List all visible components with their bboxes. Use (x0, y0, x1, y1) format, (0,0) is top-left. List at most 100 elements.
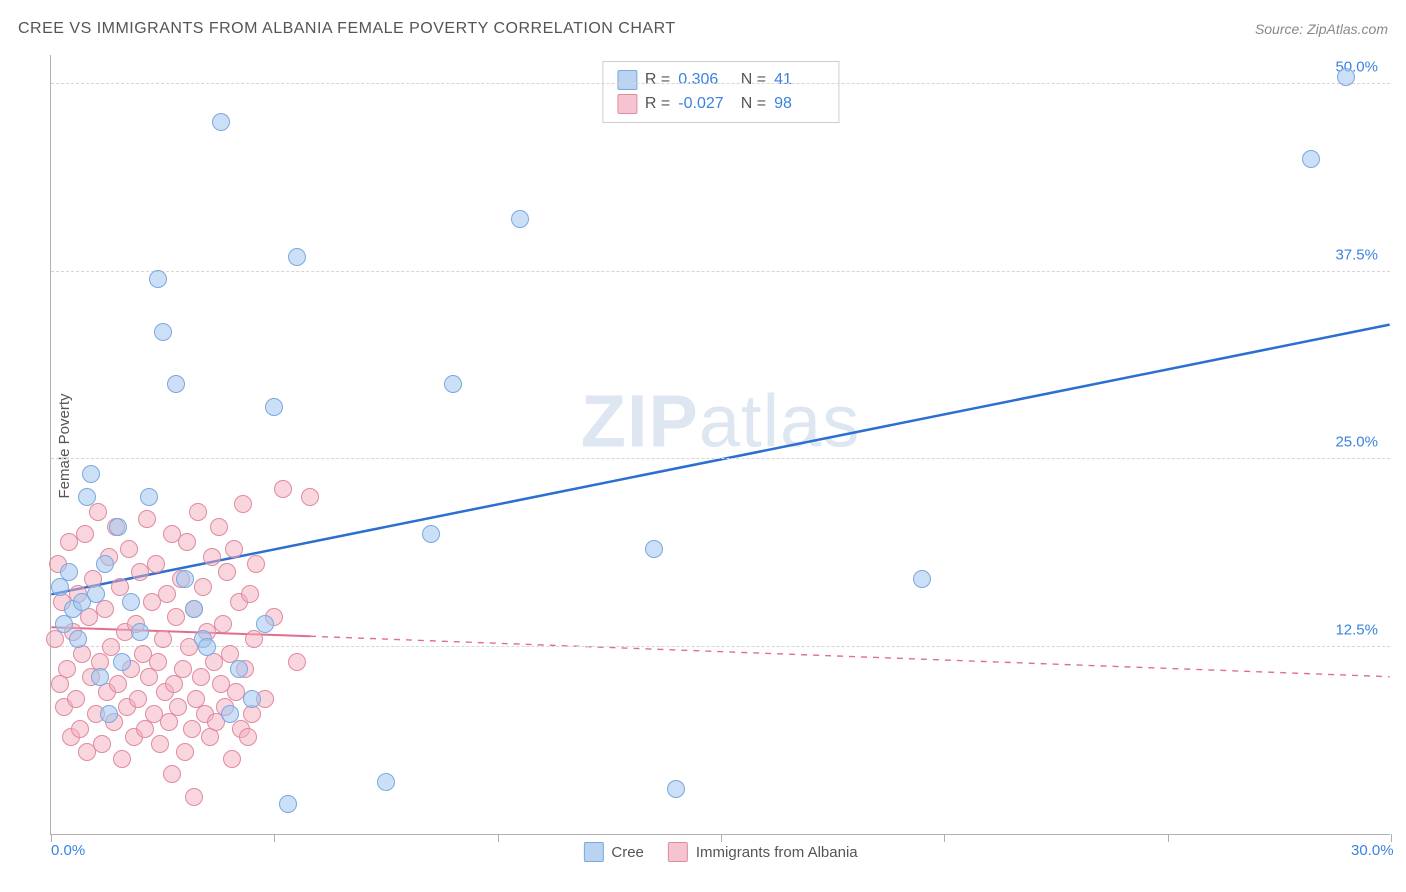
scatter-point (301, 488, 319, 506)
scatter-point (377, 773, 395, 791)
x-tick-label: 0.0% (51, 842, 85, 859)
chart-plot-area: ZIPatlas R =0.306 N =41R =-0.027 N =98 C… (50, 55, 1390, 835)
chart-title: CREE VS IMMIGRANTS FROM ALBANIA FEMALE P… (18, 20, 676, 38)
scatter-point (913, 570, 931, 588)
scatter-point (245, 630, 263, 648)
legend-label: Cree (611, 844, 644, 861)
scatter-point (76, 525, 94, 543)
stat-r-value: -0.027 (678, 92, 728, 116)
scatter-point (247, 555, 265, 573)
watermark: ZIPatlas (581, 379, 860, 464)
scatter-point (122, 593, 140, 611)
scatter-point (183, 720, 201, 738)
scatter-point (192, 668, 210, 686)
scatter-point (100, 705, 118, 723)
scatter-point (185, 600, 203, 618)
x-tick-mark (1391, 834, 1392, 842)
scatter-point (96, 600, 114, 618)
scatter-point (511, 210, 529, 228)
scatter-point (60, 563, 78, 581)
x-tick-mark (1168, 834, 1169, 842)
correlation-stats-box: R =0.306 N =41R =-0.027 N =98 (602, 61, 839, 123)
scatter-point (82, 465, 100, 483)
scatter-point (89, 503, 107, 521)
trend-line-solid (51, 325, 1389, 595)
scatter-point (645, 540, 663, 558)
scatter-point (256, 615, 274, 633)
scatter-point (87, 585, 105, 603)
y-tick-label: 12.5% (1335, 621, 1378, 638)
scatter-point (154, 630, 172, 648)
stat-n-label: N = (736, 68, 766, 92)
scatter-point (109, 675, 127, 693)
stat-r-label: R = (645, 92, 670, 116)
scatter-point (176, 570, 194, 588)
source-label: Source: ZipAtlas.com (1255, 21, 1388, 37)
scatter-point (154, 323, 172, 341)
x-tick-label: 30.0% (1351, 842, 1394, 859)
legend-label: Immigrants from Albania (696, 844, 858, 861)
scatter-point (113, 653, 131, 671)
scatter-point (129, 690, 147, 708)
scatter-point (78, 488, 96, 506)
scatter-point (147, 555, 165, 573)
scatter-point (131, 623, 149, 641)
scatter-point (198, 638, 216, 656)
scatter-point (96, 555, 114, 573)
scatter-point (163, 765, 181, 783)
scatter-point (221, 705, 239, 723)
series-swatch (617, 94, 637, 114)
legend-item: Immigrants from Albania (668, 842, 858, 862)
watermark-bold: ZIP (581, 380, 699, 463)
scatter-point (109, 518, 127, 536)
trend-line-dashed (310, 636, 1390, 676)
scatter-point (194, 578, 212, 596)
scatter-point (234, 495, 252, 513)
x-tick-mark (51, 834, 52, 842)
legend-item: Cree (583, 842, 644, 862)
scatter-point (274, 480, 292, 498)
stats-row: R = 0.306 N = 41 (617, 68, 824, 92)
scatter-point (69, 630, 87, 648)
stat-r-label: R = (645, 68, 670, 92)
y-tick-label: 37.5% (1335, 246, 1378, 263)
scatter-point (174, 660, 192, 678)
scatter-point (138, 510, 156, 528)
x-tick-mark (274, 834, 275, 842)
scatter-point (223, 750, 241, 768)
gridline-h (51, 458, 1390, 459)
scatter-point (71, 720, 89, 738)
scatter-point (140, 488, 158, 506)
scatter-point (212, 113, 230, 131)
scatter-point (169, 698, 187, 716)
legend-swatch (583, 842, 603, 862)
gridline-h (51, 83, 1390, 84)
scatter-point (167, 608, 185, 626)
scatter-point (667, 780, 685, 798)
x-tick-mark (498, 834, 499, 842)
scatter-point (241, 585, 259, 603)
scatter-point (149, 653, 167, 671)
chart-header: CREE VS IMMIGRANTS FROM ALBANIA FEMALE P… (18, 20, 1388, 38)
scatter-point (120, 540, 138, 558)
scatter-point (1337, 68, 1355, 86)
scatter-point (178, 533, 196, 551)
scatter-point (265, 398, 283, 416)
scatter-point (149, 270, 167, 288)
scatter-point (1302, 150, 1320, 168)
watermark-light: atlas (699, 380, 860, 463)
scatter-point (167, 375, 185, 393)
scatter-point (91, 668, 109, 686)
scatter-point (243, 690, 261, 708)
scatter-point (225, 540, 243, 558)
gridline-h (51, 271, 1390, 272)
stat-r-value: 0.306 (678, 68, 728, 92)
stat-n-value: 41 (774, 68, 824, 92)
scatter-point (230, 660, 248, 678)
y-tick-label: 25.0% (1335, 434, 1378, 451)
scatter-point (158, 585, 176, 603)
legend-swatch (668, 842, 688, 862)
legend-bottom: Cree Immigrants from Albania (583, 842, 857, 862)
series-swatch (617, 70, 637, 90)
scatter-point (185, 788, 203, 806)
